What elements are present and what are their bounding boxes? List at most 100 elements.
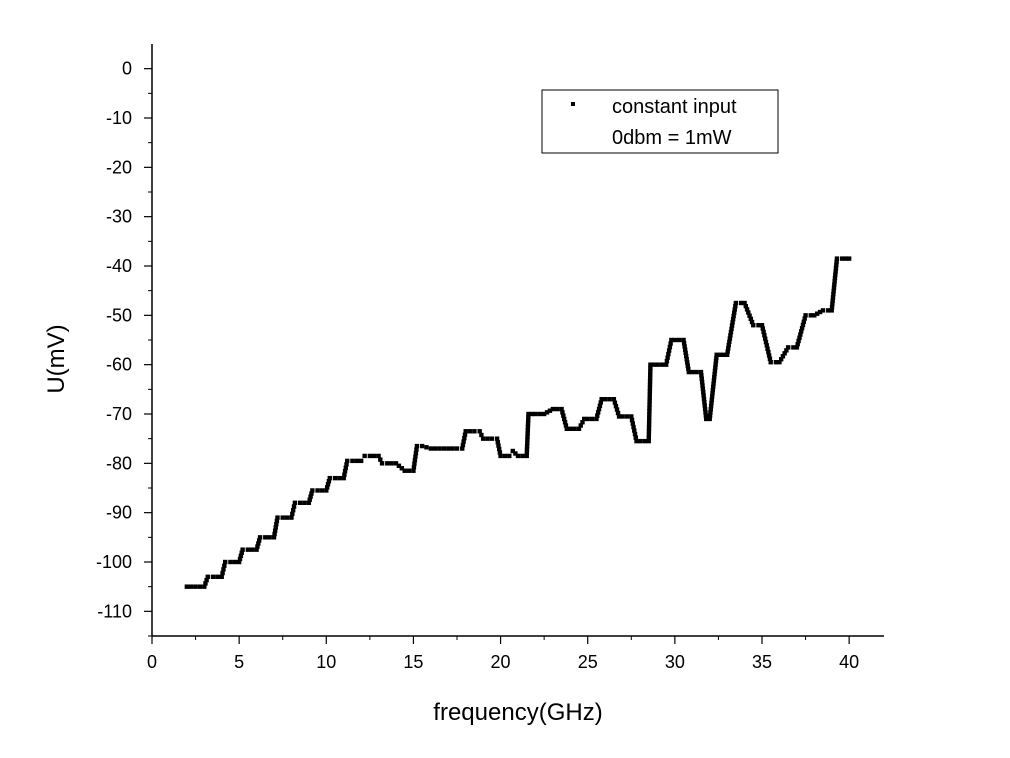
data-point-fill [664,358,670,364]
y-tick-label: -10 [106,108,132,128]
data-point [826,308,831,313]
data-point-fill [562,420,568,425]
data-point-fill [709,397,715,402]
data-point-fill [677,337,682,343]
data-point-fill [703,413,709,418]
data-point [297,500,303,505]
x-tick-label: 35 [752,652,772,672]
data-point-fill [632,431,638,437]
x-tick-label: 20 [491,652,511,672]
data-point-fill [666,351,671,357]
data-point-fill [647,392,652,397]
data-point-fill [784,348,789,353]
data-point-fill [344,462,349,467]
data-point-fill [302,500,307,505]
data-point [602,397,608,402]
data-point [280,515,285,520]
data-point-fill [378,457,383,462]
data-point-fill [727,336,733,341]
data-point-fill [665,355,670,360]
data-point-fill [189,584,194,589]
data-point-fill [496,446,502,452]
data-point-fill [817,309,823,315]
data-point-fill [647,415,652,421]
data-point [210,574,216,579]
data-point-fill [646,435,651,441]
data-point-fill [743,303,749,309]
data-point-fill [762,336,768,341]
data-point-fill [701,396,707,402]
data-point [362,453,367,459]
data-point-fill [682,344,687,349]
data-point-fill [525,421,531,426]
data-point-fill [684,357,689,362]
data-point-fill [462,432,468,437]
data-point-fill [780,354,786,359]
data-point-fill [647,402,652,407]
data-point-fill [710,391,715,396]
data-point-fill [814,311,820,316]
data-point-fill [580,420,585,425]
data-point-fill [647,389,653,394]
data-point-fill [232,559,237,565]
data-point-fill [513,451,518,456]
data-point [576,426,582,431]
data-point [358,458,364,464]
data-point-fill [727,339,732,345]
data-point-fill [710,387,716,393]
data-point-fill [291,504,297,509]
data-point [498,453,503,459]
data-point [812,313,817,318]
data-point [289,515,294,520]
data-point [785,345,791,350]
data-point-fill [267,535,272,540]
data-point-fill [694,369,699,375]
data-point-fill [326,479,332,484]
data-point-fill [215,574,220,579]
data-point-fill [337,475,342,481]
data-point-fill [413,454,418,459]
data-point [751,323,756,328]
data-point [379,461,385,466]
data-point [704,416,709,422]
data-point [663,362,669,367]
data-point-fill [831,285,837,290]
data-point-fill [544,410,550,415]
data-point [768,360,773,365]
data-point-fill [555,406,560,412]
data-point-fill [525,440,530,446]
data-point-fill [529,411,535,417]
data-point [306,500,312,505]
data-point [463,429,468,434]
y-tick-label: -110 [97,601,132,621]
legend-entry-note: 0dbm = 1mW [612,127,732,149]
data-points [184,256,852,589]
x-axis-title: frequency(GHz) [433,699,602,726]
data-point-fill [761,329,766,335]
y-tick-label: -50 [106,305,132,325]
data-point-fill [547,408,553,413]
data-point-fill [782,351,787,356]
data-point-fill [681,341,687,346]
data-point-fill [833,272,838,277]
data-point-fill [712,375,717,380]
data-point-fill [733,304,738,309]
data-point [846,256,852,261]
data-point [385,461,390,466]
legend: constant input 0dbm = 1mW [541,89,779,154]
y-tick-label: -90 [106,503,132,523]
data-point-fill [646,428,652,434]
data-point [568,426,573,431]
data-point-fill [396,463,402,468]
data-point-fill [830,298,835,303]
data-point [507,453,512,459]
data-point-fill [389,461,394,466]
data-point-fill [711,378,717,383]
data-point-fill [708,403,714,409]
data-point [550,406,556,412]
data-point-fill [729,326,734,332]
data-point-fill [800,322,806,328]
data-point-fill [702,406,708,412]
data-point-fill [712,371,717,377]
data-point-fill [648,372,653,377]
